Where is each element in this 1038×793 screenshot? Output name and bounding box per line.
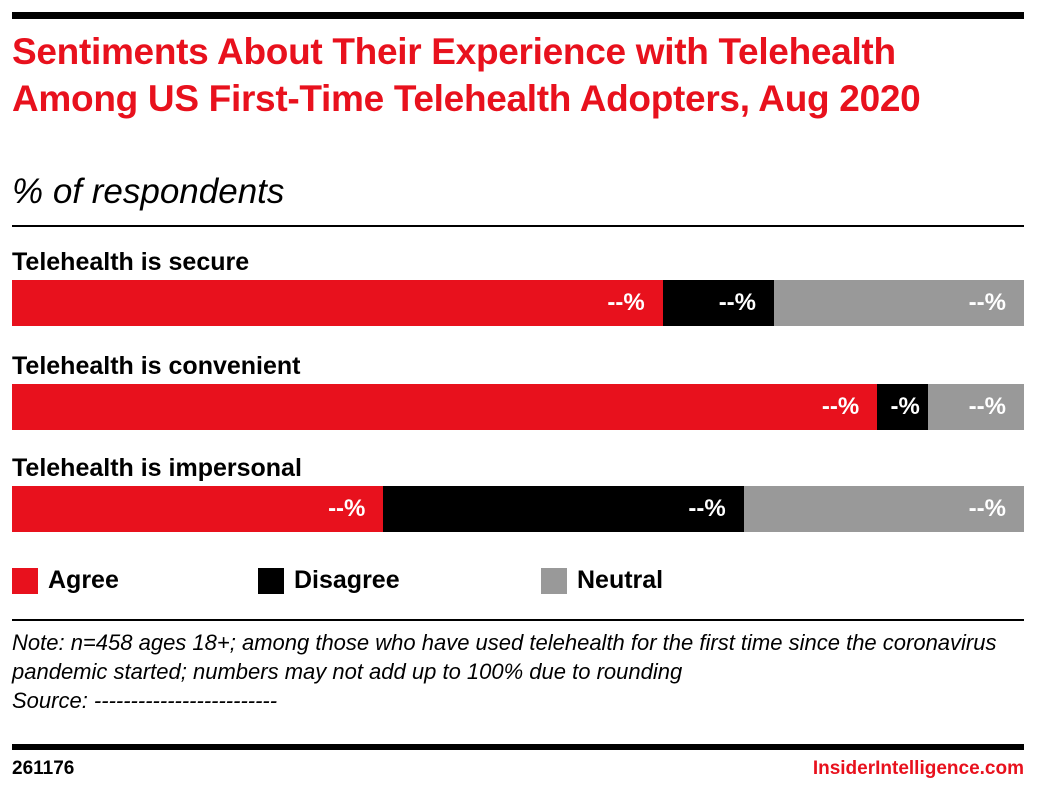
chart-id: 261176 [12,758,75,779]
data-label: --% [328,495,366,522]
data-label: --% [968,495,1006,522]
footer-divider [12,619,1024,621]
bar-row: --% --% --% [12,486,1024,532]
data-label: -% [890,393,920,420]
legend-item-agree: Agree [12,566,119,595]
legend-item-neutral: Neutral [541,566,663,595]
bottom-rule [12,744,1024,750]
data-label: --% [968,393,1006,420]
legend-label-neutral: Neutral [577,566,664,594]
data-label: --% [821,393,860,420]
legend-label-disagree: Disagree [294,566,400,594]
chart-title: Sentiments About Their Experience with T… [12,31,921,119]
bar-segment-disagree [662,280,775,326]
bar-segment-disagree [877,384,928,430]
legend-swatch-neutral [541,567,567,594]
bar-row: --% --% --% [12,280,1024,326]
legend-swatch-disagree [258,567,284,594]
bar-segment-neutral [927,384,1024,430]
bar-row: --% -% --% [12,384,1024,430]
bar-segment-neutral [774,280,1024,326]
bar-segment-agree [12,384,878,430]
note-block: Note: n=458 ages 18+; among those who ha… [12,628,1022,715]
chart-subtitle: % of respondents [12,172,285,211]
note-text: Note: n=458 ages 18+; among those who ha… [12,630,997,684]
category-label: Telehealth is impersonal [12,454,302,482]
category-label: Telehealth is secure [12,248,250,276]
header-divider [12,225,1024,227]
legend: Agree Disagree Neutral [12,566,1024,596]
legend-label-agree: Agree [48,566,119,594]
data-label: --% [607,289,645,316]
legend-swatch-agree [12,567,38,594]
top-rule [12,12,1024,19]
data-label: --% [968,289,1006,316]
source-text: Source: ------------------------- [12,688,278,713]
legend-item-disagree: Disagree [258,566,400,595]
category-label: Telehealth is convenient [12,352,301,380]
bar-segment-agree [12,486,384,532]
data-label: --% [688,495,726,522]
bar-segment-neutral [743,486,1024,532]
brand-link[interactable]: InsiderIntelligence.com [812,758,1024,779]
bar-segment-agree [12,280,663,326]
data-label: --% [718,289,757,316]
bar-segment-disagree [383,486,744,532]
